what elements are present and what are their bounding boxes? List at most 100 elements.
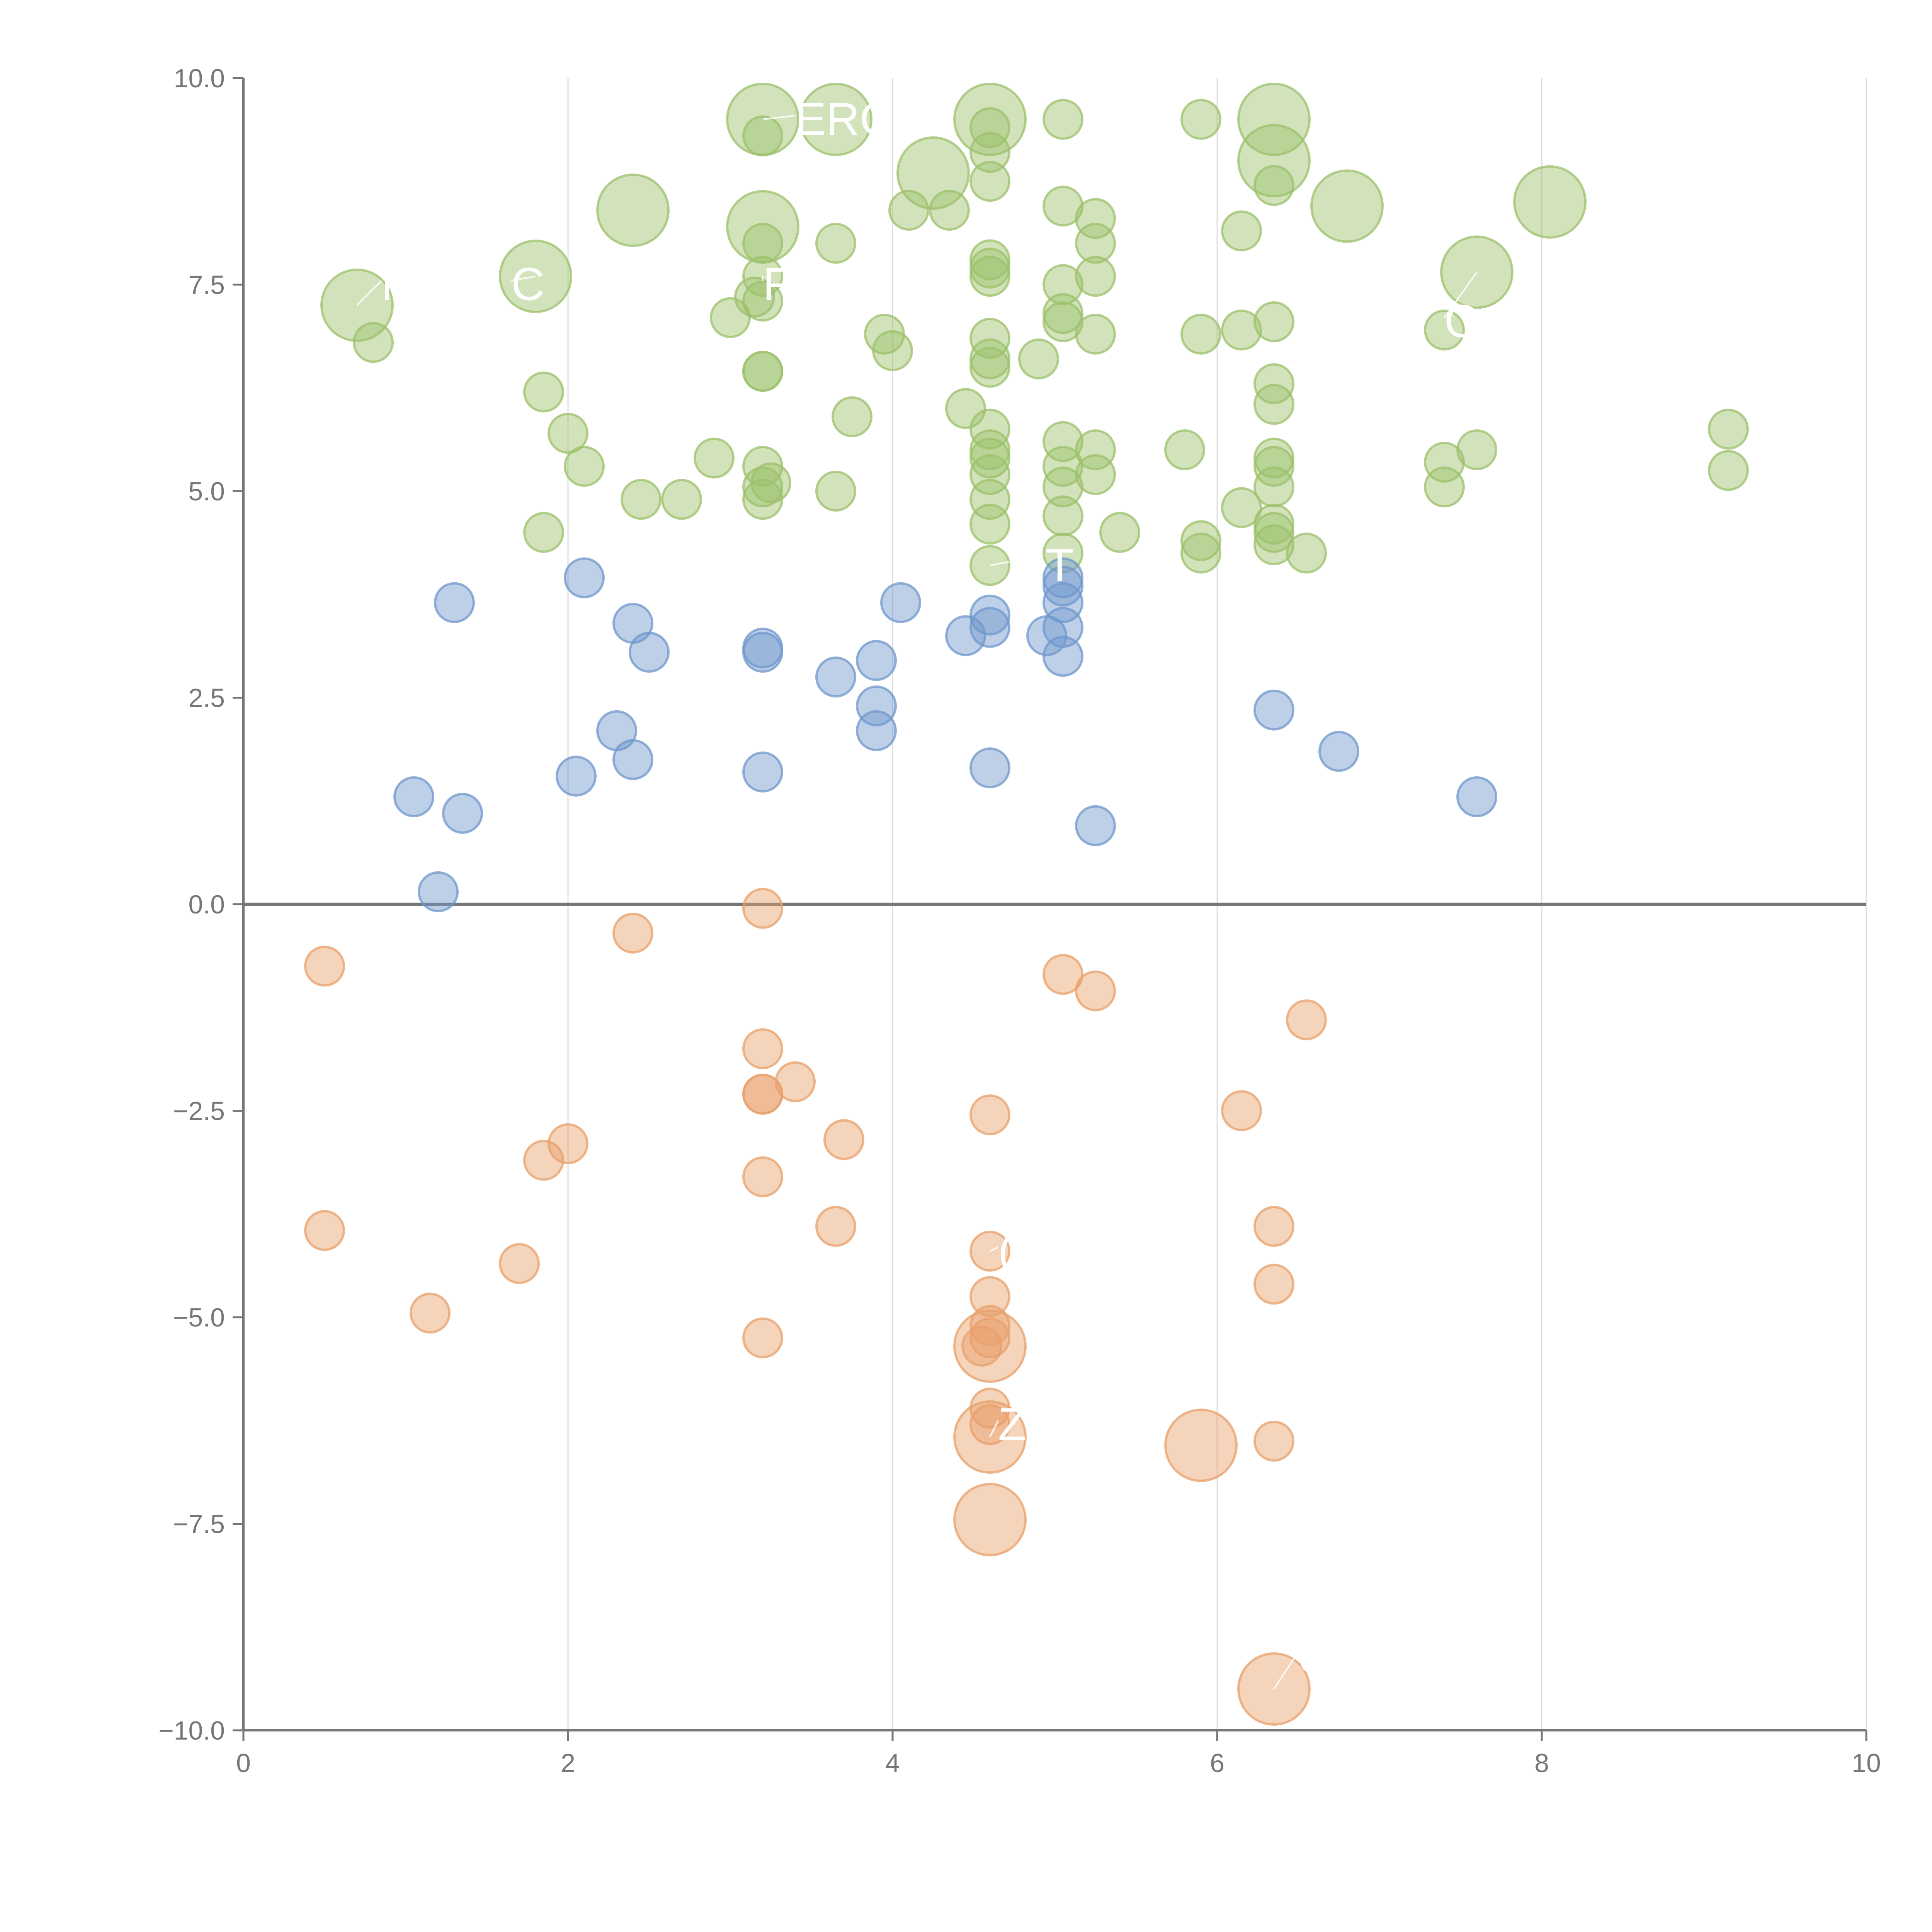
data-point-high-52 (1018, 338, 1059, 379)
data-point-high-76 (1221, 310, 1262, 351)
annotation-leader-7 (989, 1420, 999, 1437)
data-point-high-45 (969, 408, 1010, 450)
data-point-high-24 (750, 462, 791, 503)
x-tick-label-4: 8 (1534, 1748, 1549, 1778)
annotation-label-5: OT (1009, 539, 1074, 591)
data-point-high-6 (523, 512, 564, 553)
data-point-high-89 (1253, 524, 1294, 565)
data-point-high-88 (1253, 512, 1294, 553)
data-point-negative-32 (1253, 1264, 1294, 1305)
data-point-low-30 (1318, 731, 1359, 772)
data-point-high-31 (888, 190, 929, 231)
data-point-high-65 (1075, 256, 1116, 297)
data-point-high-18 (742, 281, 783, 322)
data-point-negative-21 (961, 1325, 1002, 1367)
data-point-high-41 (969, 256, 1010, 297)
data-point-low-4 (556, 755, 597, 797)
point-layer (304, 82, 1749, 1726)
data-point-high-30 (872, 330, 913, 371)
data-point-low-27 (1026, 615, 1067, 656)
data-point-negative-16 (969, 1094, 1010, 1136)
data-point-high-58 (1043, 421, 1083, 462)
data-point-high-98 (1708, 408, 1749, 450)
data-point-high-33 (929, 190, 970, 231)
data-point-high-86 (1253, 466, 1294, 508)
data-point-negative-26 (953, 1483, 1027, 1556)
annotation-label-6: ( (998, 1225, 1014, 1277)
annotation-leader-4 (1444, 272, 1478, 318)
data-point-high-47 (969, 437, 1010, 479)
data-point-negative-31 (1253, 1206, 1294, 1247)
data-point-high-92 (1424, 310, 1465, 351)
data-point-negative-2 (410, 1293, 451, 1334)
data-point-low-19 (969, 594, 1010, 636)
data-point-high-78 (1237, 82, 1311, 156)
data-point-high-36 (969, 107, 1010, 148)
x-tick-label-5: 10 (1852, 1748, 1881, 1778)
data-point-negative-4 (523, 1139, 564, 1181)
data-point-negative-12 (742, 1317, 783, 1359)
data-point-negative-35 (1286, 999, 1327, 1041)
data-point-low-21 (969, 747, 1010, 789)
data-point-high-60 (1043, 466, 1083, 508)
data-point-high-71 (1180, 99, 1221, 140)
data-point-low-2 (418, 871, 459, 912)
data-point-high-94 (1424, 466, 1465, 508)
annotation-label-0: ERCH (795, 93, 927, 145)
data-point-low-5 (564, 557, 605, 599)
data-point-low-16 (856, 710, 897, 752)
data-point-low-28 (1075, 805, 1116, 846)
annotation-leader-0 (762, 114, 796, 120)
data-point-high-5 (564, 446, 605, 487)
data-point-high-53 (1043, 99, 1083, 140)
data-point-negative-3 (499, 1243, 540, 1284)
data-point-high-49 (969, 479, 1010, 520)
data-point-negative-14 (823, 1119, 864, 1160)
data-point-negative-0 (304, 946, 345, 987)
data-point-low-24 (1043, 582, 1083, 623)
data-point-high-7 (596, 173, 670, 247)
data-point-negative-1 (304, 1210, 345, 1251)
data-point-negative-28 (1075, 970, 1116, 1012)
data-point-negative-10 (742, 1073, 783, 1115)
annotation-label-2: C (511, 259, 545, 310)
y-tick-label-1: −7.5 (173, 1510, 225, 1539)
data-point-high-13 (742, 115, 783, 156)
annotation-label-4: O (1444, 296, 1480, 347)
y-tick-label-3: −2.5 (173, 1097, 225, 1126)
data-point-high-28 (832, 396, 872, 437)
data-point-negative-7 (742, 888, 783, 929)
y-tick-label-4: 0.0 (188, 890, 225, 919)
data-point-high-80 (1253, 165, 1294, 206)
data-point-high-25 (799, 82, 872, 156)
annotation-layer: ERCH M C F O OT (Z 9 (356, 93, 1480, 1690)
data-point-high-42 (969, 318, 1010, 359)
axis-layer: 0 2 4 6 8 10 −10.0 −7.5 −5.0 −2.5 0.0 2.5 5.0 7.5 10.0 (158, 64, 1881, 1778)
annotation-leader-8 (1273, 1651, 1299, 1690)
data-point-high-26 (815, 223, 856, 264)
data-point-negative-11 (742, 1156, 783, 1197)
data-point-high-93 (1424, 442, 1465, 483)
data-point-high-83 (1253, 384, 1294, 425)
data-point-high-81 (1253, 301, 1294, 342)
data-point-low-3 (434, 582, 475, 623)
data-point-high-48 (969, 454, 1010, 495)
data-point-low-31 (1456, 776, 1497, 818)
annotation-leader-5 (990, 561, 1010, 566)
data-point-high-63 (1075, 198, 1116, 239)
x-tick-label-0: 0 (236, 1748, 251, 1778)
data-point-negative-18 (969, 1276, 1010, 1317)
data-point-low-0 (393, 776, 434, 818)
data-point-high-85 (1253, 446, 1294, 487)
data-point-negative-5 (548, 1123, 588, 1165)
y-tick-label-2: −5.0 (173, 1303, 225, 1332)
data-point-high-90 (1286, 532, 1327, 574)
data-point-low-12 (742, 751, 783, 793)
data-point-high-3 (523, 371, 564, 413)
data-point-high-4 (548, 413, 588, 454)
data-point-low-1 (442, 793, 483, 834)
data-point-high-70 (1164, 429, 1205, 471)
data-point-high-10 (694, 437, 735, 479)
data-point-high-69 (1099, 512, 1140, 553)
